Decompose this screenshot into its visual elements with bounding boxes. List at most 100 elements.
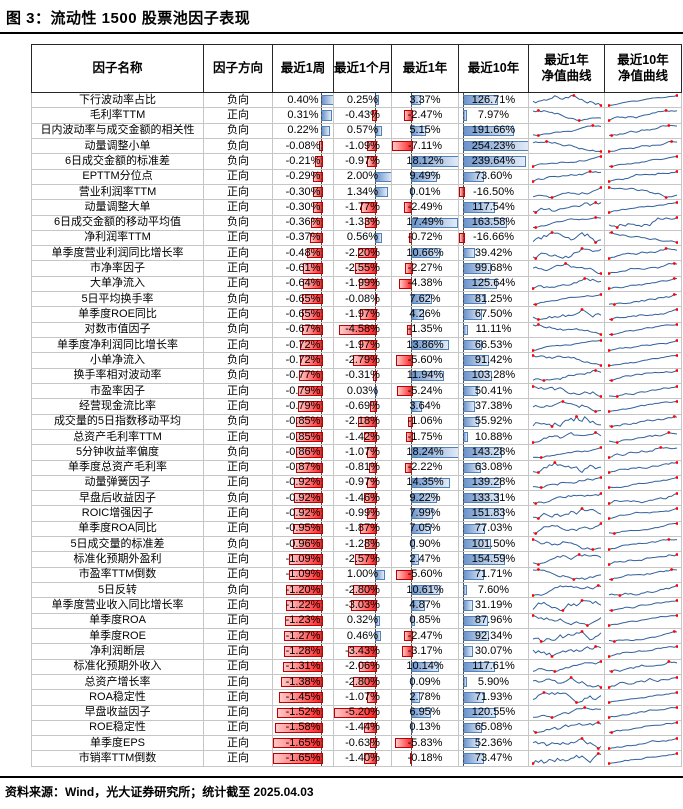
year1-return-cell: -5.60% [391, 352, 459, 369]
negative-data-bar [364, 217, 378, 228]
zero-axis-line [410, 660, 412, 674]
month1-return-cell: -1.40% [333, 750, 392, 767]
factor-name-cell: 5分钟收益率偏度 [31, 444, 204, 461]
factor-name-cell-text: 6日成交金额的移动平均值 [53, 216, 182, 229]
sparkline-extreme-marker [536, 318, 540, 321]
month1-return-cell-text: -0.43% [345, 108, 380, 121]
factor-name-cell: ROA稳定性 [31, 689, 204, 706]
month1-return-cell-text: -2.79% [345, 353, 380, 366]
zero-axis-line [375, 629, 377, 643]
negative-data-bar [372, 370, 378, 381]
zero-axis-line [410, 430, 412, 444]
net-value-sparkline [531, 384, 602, 398]
negative-data-bar [405, 431, 413, 443]
month1-return-cell-text: -2.80% [345, 675, 380, 688]
net-value-sparkline [608, 614, 678, 628]
year1-return-cell: 7.62% [391, 291, 459, 308]
factor-name-cell: 换手率相对波动率 [31, 367, 204, 384]
month1-return-cell-text: -1.44% [345, 721, 380, 734]
sparkline-extreme-marker [574, 415, 578, 419]
direction-cell: 正向 [203, 597, 273, 614]
factor-name-cell-text: 总资产增长率 [84, 675, 151, 688]
sparkline-extreme-marker [608, 685, 611, 689]
net-value-sparkline [608, 139, 678, 153]
header-direction: 因子方向 [203, 44, 273, 93]
zero-axis-line [463, 644, 465, 659]
sparkline-extreme-marker [539, 486, 543, 490]
year10-return-cell: 154.59% [458, 551, 529, 568]
direction-cell-text: 正向 [227, 262, 249, 275]
direction-cell: 正向 [203, 474, 273, 492]
factor-name-cell: 市净率因子 [31, 260, 204, 277]
direction-cell: 正向 [203, 336, 273, 354]
zero-axis-line [375, 598, 377, 613]
net-value-sparkline [532, 645, 601, 658]
zero-axis-line [463, 246, 465, 260]
zero-axis-line [321, 445, 323, 459]
week1-return-cell: -0.29% [272, 168, 334, 185]
net-value-sparkline [608, 507, 678, 520]
factor-name-cell: 5日平均换手率 [31, 291, 204, 308]
zero-axis-line [321, 552, 323, 567]
sparkline-extreme-marker [544, 139, 548, 143]
zero-axis-line [321, 476, 323, 490]
net-value-sparkline [608, 568, 678, 582]
year1-return-cell: 14.35% [391, 474, 459, 492]
sparkline-extreme-marker [613, 302, 616, 306]
sparkline-extreme-marker [531, 287, 534, 291]
zero-axis-line [321, 614, 323, 628]
net-value-sparkline [532, 690, 601, 704]
year1-return-cell-text: 3.37% [409, 93, 441, 106]
zero-axis-line [321, 598, 323, 613]
sparkline-extreme-marker [536, 517, 540, 520]
year1-return-cell: 18.12% [391, 153, 459, 170]
table-row: 6日成交金额的移动平均值 负向 -0.36% -1.33% 17.49% 163.58% [31, 214, 682, 231]
year1-return-cell-text: 7.99% [409, 507, 441, 520]
sparkline-extreme-marker [608, 655, 611, 658]
direction-cell: 正向 [203, 689, 273, 706]
week1-return-cell: -0.77% [272, 367, 334, 384]
week1-return-cell-text: -0.30% [285, 185, 321, 198]
sparkline-extreme-marker [536, 109, 540, 112]
week1-return-cell-text: -0.96% [285, 537, 321, 550]
net-value-sparkline [608, 124, 678, 138]
year1-return-cell: -2.27% [391, 260, 459, 277]
sparkline-extreme-marker [608, 185, 611, 189]
year1-return-cell-text: -7.11% [407, 139, 443, 152]
curve-1y-cell [528, 750, 605, 767]
month1-return-cell-text: -0.97% [345, 154, 380, 167]
month1-return-cell: -0.97% [333, 474, 392, 492]
curve-10y-cell [604, 474, 682, 492]
sparkline-extreme-marker [675, 614, 678, 618]
zero-axis-line [463, 614, 465, 628]
zero-axis-line [410, 706, 412, 720]
curve-10y-cell [604, 91, 682, 109]
week1-return-cell: -1.65% [272, 750, 334, 767]
negative-data-bar [294, 493, 324, 504]
table-row: 经营现金流比率 正向 -0.79% -0.69% 3.64% 37.38% [31, 398, 682, 415]
month1-return-cell-text: -1.77% [345, 200, 380, 213]
zero-axis-line [321, 461, 323, 475]
negative-data-bar [312, 171, 324, 182]
month1-return-cell-text: -2.55% [345, 262, 380, 275]
curve-1y-cell [528, 551, 605, 568]
curve-10y-cell [604, 735, 682, 752]
factor-name-cell-text: 大单净流入 [90, 277, 145, 290]
negative-data-bar [407, 416, 413, 427]
sparkline-extreme-marker [561, 400, 564, 403]
curve-1y-cell [528, 444, 605, 461]
week1-return-cell: -0.64% [272, 275, 334, 293]
zero-axis-line [410, 506, 412, 521]
direction-cell: 正向 [203, 704, 273, 721]
negative-data-bar [367, 156, 378, 167]
sparkline-extreme-marker [672, 415, 676, 419]
zero-axis-line [410, 323, 412, 337]
direction-cell: 负向 [203, 490, 273, 507]
curve-1y-cell [528, 627, 605, 645]
year1-return-cell-text: 17.49% [406, 216, 444, 229]
net-value-sparkline [608, 706, 678, 720]
direction-cell-text: 正向 [227, 461, 249, 474]
curve-10y-cell [604, 137, 682, 155]
month1-return-cell-text: -1.46% [345, 491, 380, 504]
year10-return-cell: 120.55% [458, 704, 529, 721]
